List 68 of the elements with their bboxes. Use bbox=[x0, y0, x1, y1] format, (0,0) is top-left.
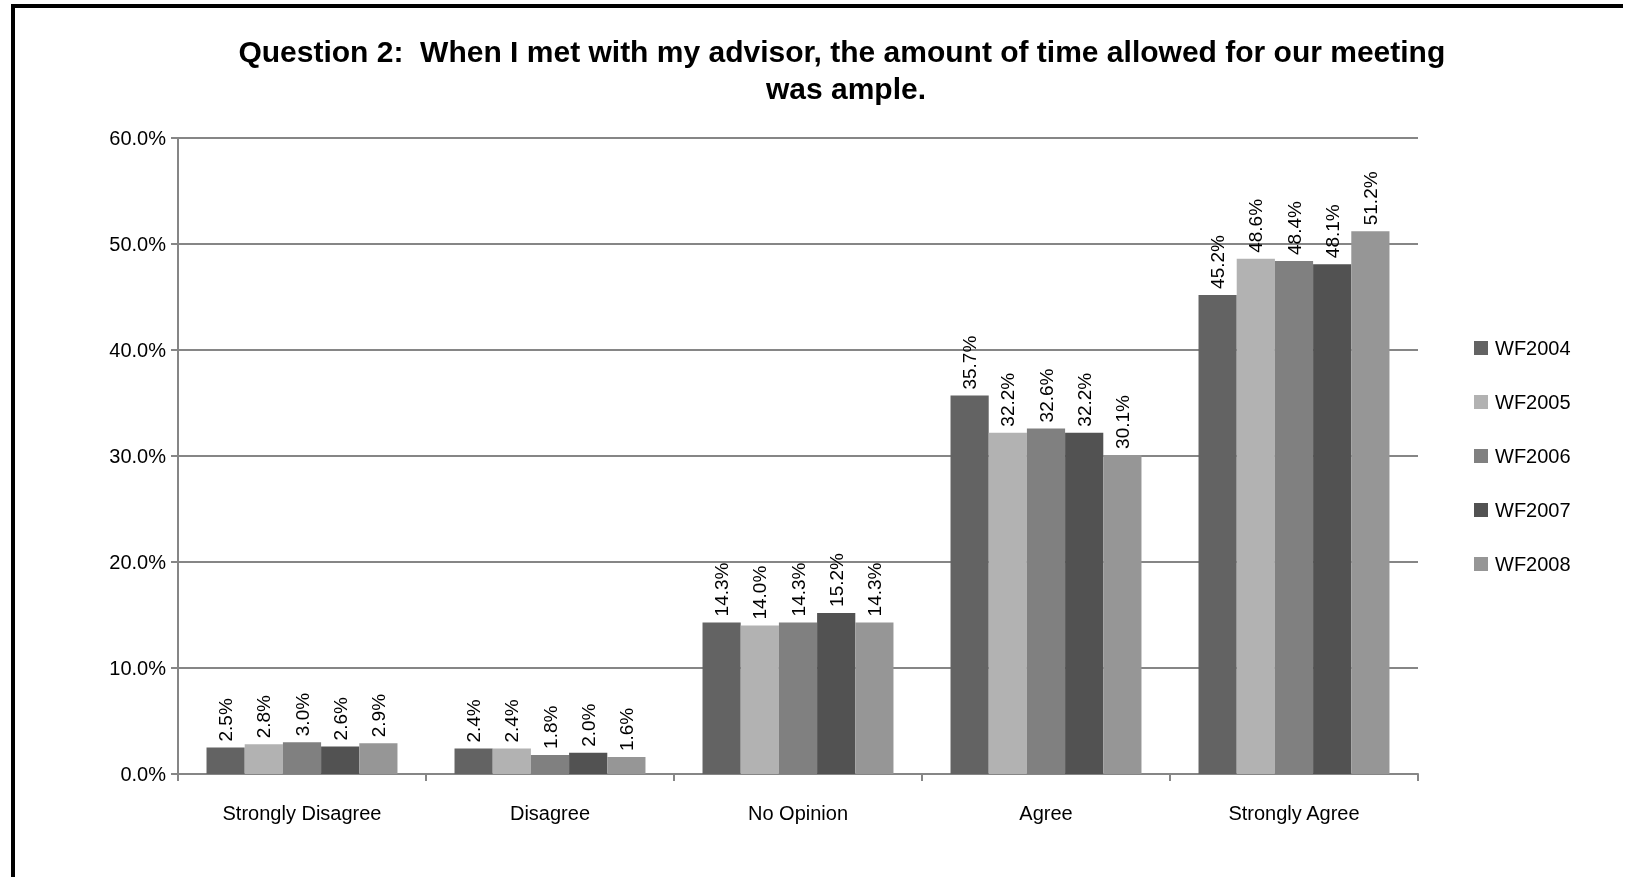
data-label: 14.3% bbox=[711, 562, 733, 617]
data-label: 51.2% bbox=[1359, 171, 1381, 226]
legend-label: WF2004 bbox=[1495, 337, 1571, 359]
y-tick-label: 10.0% bbox=[109, 657, 167, 679]
bar bbox=[1313, 264, 1352, 774]
legend-label: WF2008 bbox=[1495, 553, 1571, 575]
bar bbox=[817, 612, 856, 774]
data-label: 2.4% bbox=[501, 699, 523, 743]
data-label: 3.0% bbox=[291, 692, 313, 737]
data-label: 2.4% bbox=[463, 699, 485, 743]
data-label: 2.9% bbox=[367, 693, 389, 738]
y-tick-label: 40.0% bbox=[109, 339, 167, 361]
data-label: 2.6% bbox=[329, 697, 351, 741]
data-label: 1.6% bbox=[615, 707, 637, 752]
bar bbox=[1065, 432, 1104, 774]
bar bbox=[321, 746, 360, 774]
x-tick-label: Disagree bbox=[509, 802, 591, 824]
bar bbox=[855, 622, 894, 774]
data-label: 30.1% bbox=[1111, 394, 1133, 449]
data-label: 2.0% bbox=[577, 703, 599, 747]
data-label: 1.8% bbox=[539, 705, 561, 749]
y-tick-label: 30.0% bbox=[109, 445, 167, 467]
data-label: 14.0% bbox=[749, 565, 771, 620]
data-label: 2.5% bbox=[215, 698, 237, 742]
y-tick-label: 0.0% bbox=[120, 763, 167, 785]
data-label: 45.2% bbox=[1207, 234, 1229, 289]
bar bbox=[1351, 231, 1390, 774]
y-tick-label: 60.0% bbox=[109, 127, 167, 149]
y-tick-label: 50.0% bbox=[109, 233, 167, 255]
data-label: 32.2% bbox=[1073, 372, 1095, 427]
data-label: 48.6% bbox=[1245, 198, 1267, 253]
data-label: 14.3% bbox=[787, 562, 809, 617]
data-label: 15.2% bbox=[825, 552, 847, 607]
bar bbox=[454, 748, 493, 774]
data-label: 14.3% bbox=[863, 562, 885, 617]
data-label: 2.8% bbox=[253, 694, 275, 739]
data-label: 32.6% bbox=[1035, 368, 1057, 423]
x-tick-label: No Opinion bbox=[747, 802, 849, 824]
bar bbox=[778, 622, 818, 774]
data-label: 32.2% bbox=[997, 372, 1019, 427]
chart-title: Question 2: When I met with my advisor, the amount of time allowed for our meeting was ample. bbox=[238, 35, 1454, 105]
bar bbox=[1103, 454, 1142, 774]
bar bbox=[1198, 294, 1237, 774]
bar bbox=[1026, 428, 1066, 774]
x-tick-label: Strongly Disagree bbox=[222, 802, 382, 824]
bar bbox=[244, 744, 283, 774]
bar bbox=[206, 747, 245, 774]
bar bbox=[492, 748, 531, 774]
bar bbox=[702, 622, 741, 774]
legend-label: WF2005 bbox=[1495, 391, 1571, 413]
bar bbox=[740, 625, 779, 774]
bar bbox=[988, 432, 1027, 774]
data-label: 48.1% bbox=[1321, 204, 1343, 259]
legend-label: WF2007 bbox=[1495, 499, 1571, 521]
bar bbox=[1236, 258, 1275, 774]
bar bbox=[359, 743, 398, 774]
data-label: 35.7% bbox=[959, 335, 981, 390]
bar bbox=[607, 757, 646, 774]
x-tick-label: Strongly Agree bbox=[1228, 802, 1360, 824]
bar bbox=[1274, 260, 1314, 774]
data-label: 48.4% bbox=[1283, 200, 1305, 255]
x-tick-label: Agree bbox=[1019, 802, 1073, 824]
legend-label: WF2006 bbox=[1495, 445, 1571, 467]
bar bbox=[569, 752, 608, 774]
bar bbox=[530, 754, 570, 774]
y-tick-label: 20.0% bbox=[109, 551, 167, 573]
bar bbox=[282, 742, 322, 774]
bar bbox=[950, 395, 989, 774]
